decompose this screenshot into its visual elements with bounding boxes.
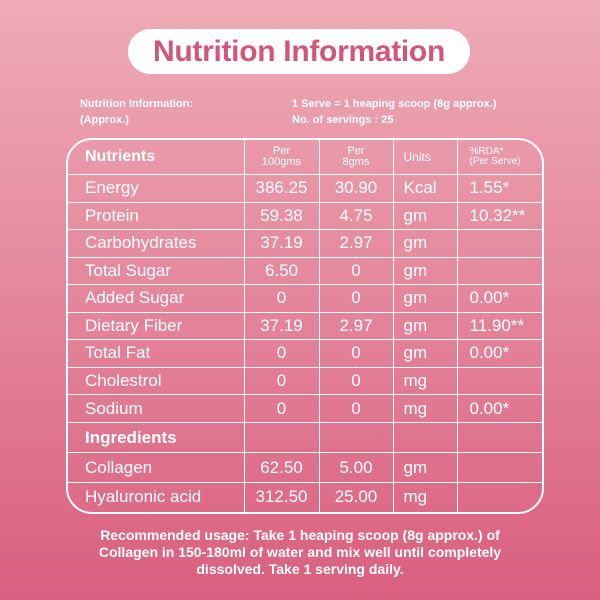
value-per100: 6.50 (243, 256, 320, 286)
nutrient-name: Total Sugar (68, 256, 245, 286)
ingredients-heading: Ingredients (68, 421, 245, 454)
value-per100: 37.19 (243, 311, 320, 341)
table-row: Protein 59.38 4.75 gm 10.32** (68, 201, 542, 231)
nutrient-name: Carbohydrates (68, 229, 245, 258)
table-row: Collagen 62.50 5.00 gm (68, 452, 542, 483)
rda-value: 0.00* (456, 284, 542, 313)
ingredients-header-row: Ingredients (68, 421, 542, 454)
unit: gm (392, 311, 458, 341)
empty-cell (243, 421, 320, 454)
unit: gm (392, 201, 458, 231)
rda-value: 1.55* (456, 174, 542, 203)
usage-line: dissolved. Take 1 serving daily. (196, 561, 404, 577)
nutrient-name: Collagen (68, 452, 245, 483)
empty-cell (392, 421, 458, 454)
nutrient-name: Dietary Fiber (68, 311, 245, 341)
rda-value: 0.00* (456, 394, 542, 423)
title-banner: Nutrition Information (128, 29, 470, 74)
value-per100: 0 (243, 339, 320, 368)
empty-cell (456, 421, 542, 454)
meta-approx: (Approx.) (80, 114, 129, 126)
value-per8: 30.90 (318, 174, 394, 203)
value-per100: 59.38 (243, 201, 320, 231)
value-per8: 0 (318, 284, 394, 313)
servings-count: No. of servings : 25 (292, 114, 394, 126)
table-row: Added Sugar 0 0 gm 0.00* (68, 284, 542, 313)
unit: gm (392, 339, 458, 368)
rda-value (456, 256, 542, 286)
rda-value (456, 452, 542, 483)
table-row: Energy 386.25 30.90 Kcal 1.55* (68, 174, 542, 203)
nutrient-name: Sodium (68, 394, 245, 423)
value-per8: 25.00 (318, 481, 394, 512)
value-per8: 0 (318, 394, 394, 423)
value-per8: 2.97 (318, 229, 394, 258)
unit: gm (392, 452, 458, 483)
unit: gm (392, 256, 458, 286)
rda-value (456, 366, 542, 396)
header-per100: Per 100gms (243, 140, 320, 176)
table-row: Sodium 0 0 mg 0.00* (68, 394, 542, 423)
meta-label: Nutrition Information: (80, 98, 194, 110)
rda-value: 10.32** (456, 201, 542, 231)
unit: mg (392, 481, 458, 512)
rda-value: 0.00* (456, 339, 542, 368)
value-per100: 62.50 (243, 452, 320, 483)
unit: mg (392, 366, 458, 396)
unit: mg (392, 394, 458, 423)
table-row: Dietary Fiber 37.19 2.97 gm 11.90** (68, 311, 542, 341)
value-per8: 2.97 (318, 311, 394, 341)
value-per8: 4.75 (318, 201, 394, 231)
value-per100: 0 (243, 284, 320, 313)
table-row: Total Sugar 6.50 0 gm (68, 256, 542, 286)
nutrition-table: Nutrients Per 100gms Per 8gms Units %RDA*(… (66, 138, 544, 514)
value-per100: 386.25 (243, 174, 320, 203)
table-row: Hyaluronic acid 312.50 25.00 mg (68, 481, 542, 512)
table-row: Cholestrol 0 0 mg (68, 366, 542, 396)
meta-info-right: 1 Serve = 1 heaping scoop (8g approx.) N… (292, 96, 496, 128)
meta-info-left: Nutrition Information: (Approx.) (80, 96, 193, 128)
value-per100: 0 (243, 366, 320, 396)
nutrient-name: Hyaluronic acid (68, 481, 245, 512)
table-row: Total Fat 0 0 gm 0.00* (68, 339, 542, 368)
unit: Kcal (392, 174, 458, 203)
value-per8: 0 (318, 339, 394, 368)
value-per100: 37.19 (243, 229, 320, 258)
header-units: Units (392, 140, 458, 176)
unit: gm (392, 229, 458, 258)
rda-value: 11.90** (456, 311, 542, 341)
usage-line: Collagen in 150-180ml of water and mix w… (98, 544, 502, 560)
serving-size: 1 Serve = 1 heaping scoop (8g approx.) (292, 98, 497, 110)
nutrient-name: Protein (68, 201, 245, 231)
value-per8: 0 (318, 366, 394, 396)
header-nutrients: Nutrients (68, 140, 245, 176)
nutrient-name: Energy (68, 174, 245, 203)
header-per8: Per 8gms (318, 140, 394, 176)
unit: gm (392, 284, 458, 313)
nutrient-name: Added Sugar (68, 284, 245, 313)
usage-line: Recommended usage: Take 1 heaping scoop … (100, 527, 500, 543)
value-per8: 5.00 (318, 452, 394, 483)
table-header-row: Nutrients Per 100gms Per 8gms Units %RDA*(… (68, 140, 542, 176)
header-rda: %RDA* (Per Serve) (456, 140, 542, 176)
nutrient-name: Total Fat (68, 339, 245, 368)
nutrient-name: Cholestrol (68, 366, 245, 396)
rda-value (456, 229, 542, 258)
table-row: Carbohydrates 37.19 2.97 gm (68, 229, 542, 258)
recommended-usage: Recommended usage: Take 1 heaping scoop … (40, 527, 560, 578)
value-per100: 312.50 (243, 481, 320, 512)
page-title: Nutrition Information (153, 34, 445, 68)
value-per100: 0 (243, 394, 320, 423)
empty-cell (318, 421, 394, 454)
value-per8: 0 (318, 256, 394, 286)
rda-value (456, 481, 542, 512)
